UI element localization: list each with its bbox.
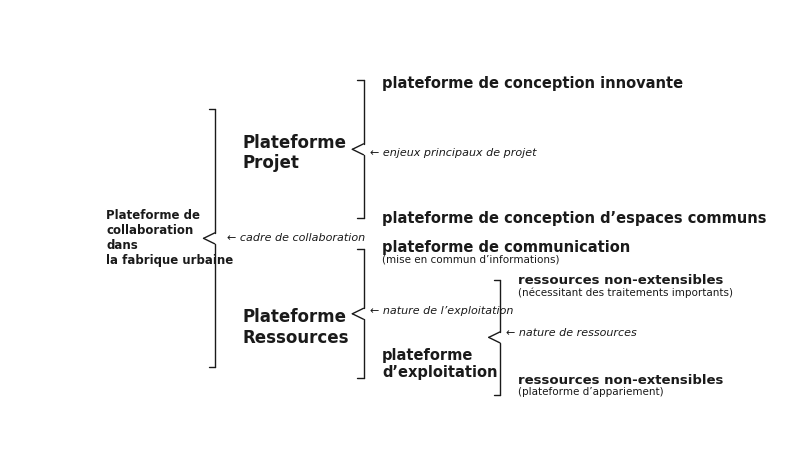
Text: plateforme de conception innovante: plateforme de conception innovante: [382, 76, 683, 92]
Text: plateforme de communication: plateforme de communication: [382, 240, 630, 255]
Text: ← cadre de collaboration: ← cadre de collaboration: [227, 233, 366, 244]
Text: (mise en commun d’informations): (mise en commun d’informations): [382, 255, 560, 265]
Text: ressources non-extensibles: ressources non-extensibles: [518, 274, 724, 287]
Text: (nécessitant des traitements importants): (nécessitant des traitements importants): [518, 287, 734, 298]
Text: plateforme
d’exploitation: plateforme d’exploitation: [382, 347, 498, 380]
Text: (plateforme d’appariement): (plateforme d’appariement): [518, 388, 664, 397]
Text: Plateforme
Ressources: Plateforme Ressources: [242, 308, 349, 347]
Text: plateforme de conception d’espaces communs: plateforme de conception d’espaces commu…: [382, 211, 766, 226]
Text: Plateforme
Projet: Plateforme Projet: [242, 134, 346, 172]
Text: Plateforme de
collaboration
dans
la fabrique urbaine: Plateforme de collaboration dans la fabr…: [106, 210, 234, 267]
Text: ← nature de l’exploitation: ← nature de l’exploitation: [370, 306, 513, 316]
Text: ← nature de ressources: ← nature de ressources: [506, 328, 637, 338]
Text: ← enjeux principaux de projet: ← enjeux principaux de projet: [370, 148, 536, 158]
Text: ressources non-extensibles: ressources non-extensibles: [518, 374, 724, 388]
